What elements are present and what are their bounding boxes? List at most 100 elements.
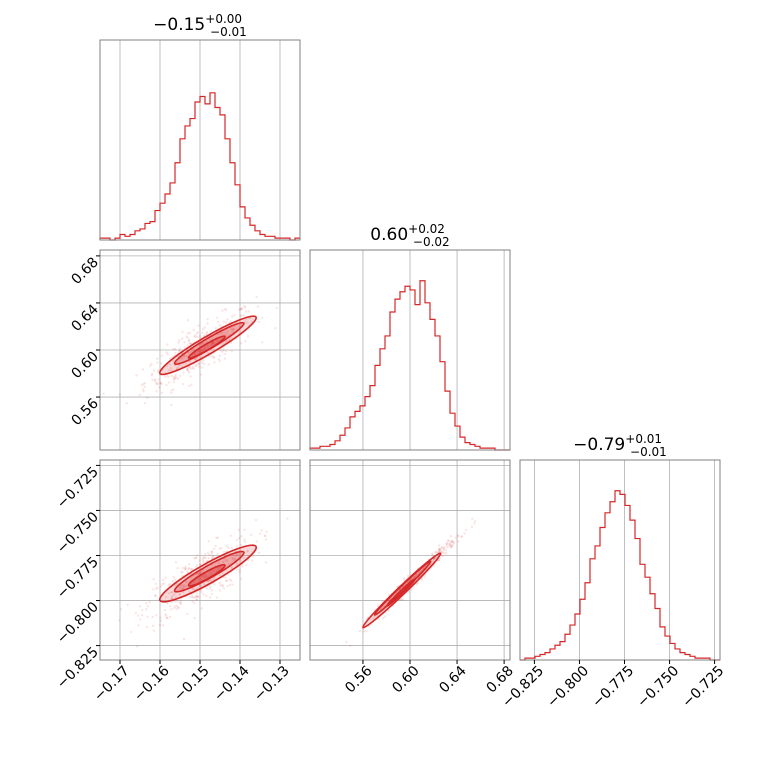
sample-point [242, 313, 245, 317]
sample-point [345, 640, 348, 644]
panel-frame [309, 249, 511, 451]
sample-point [257, 320, 260, 324]
title-minus: −0.01 [630, 445, 667, 459]
sample-point [212, 569, 215, 572]
sample-point [210, 592, 213, 596]
sample-point [204, 556, 207, 560]
sample-point [261, 341, 264, 344]
sample-point [214, 544, 217, 548]
sample-point [207, 540, 210, 543]
sample-point [245, 564, 248, 567]
sample-point [207, 579, 210, 583]
sample-point [148, 601, 151, 604]
sample-point [174, 375, 177, 378]
sample-point [175, 604, 178, 607]
sample-point [221, 584, 224, 587]
sample-point [193, 335, 197, 338]
sample-point [136, 645, 139, 648]
sample-point [218, 581, 221, 584]
sample-point [198, 577, 202, 580]
sample-point [170, 403, 173, 407]
x-tick-label: −0.16 [131, 663, 173, 705]
sample-point [208, 553, 211, 557]
sample-point [264, 534, 267, 538]
sample-point [197, 324, 200, 327]
sample-point [184, 567, 187, 570]
sample-point [473, 522, 476, 525]
sample-point [412, 586, 415, 589]
x-tick-label: −0.14 [211, 663, 253, 705]
sample-point [186, 570, 189, 573]
sample-point [153, 379, 157, 382]
sample-point [449, 540, 453, 544]
sample-point [180, 357, 184, 360]
sample-point [217, 561, 220, 565]
sample-point [229, 534, 233, 537]
sample-point [218, 574, 222, 577]
sample-point [181, 570, 184, 574]
sample-point [438, 548, 441, 551]
y-tick-label: 0.56 [69, 396, 102, 429]
sample-point [182, 591, 185, 594]
sample-point [189, 342, 192, 345]
contour-inner [385, 577, 417, 608]
sample-point [202, 593, 205, 596]
sample-point [199, 584, 202, 588]
sample-point [158, 623, 162, 627]
sample-point [242, 556, 245, 559]
histogram-panel: −0.79+0.01 −0.01 [519, 432, 721, 661]
sample-point [193, 616, 196, 620]
sample-point [165, 364, 169, 368]
sample-point [196, 362, 199, 366]
sample-point [221, 350, 224, 353]
sample-point [415, 583, 418, 586]
sample-point [182, 637, 186, 641]
sample-point [174, 600, 177, 603]
sample-point [201, 558, 204, 561]
sample-point [218, 360, 221, 363]
sample-point [197, 595, 200, 599]
sample-point [237, 528, 241, 532]
sample-point [187, 567, 190, 571]
sample-point [170, 389, 173, 392]
sample-point [156, 361, 159, 364]
sample-point [210, 579, 213, 582]
sample-point [200, 571, 203, 574]
sample-point [471, 517, 474, 520]
sample-point [434, 550, 438, 554]
sample-point [239, 342, 243, 345]
sample-point [168, 357, 172, 360]
sample-point [155, 390, 158, 393]
sample-point [150, 372, 154, 376]
sample-point [185, 354, 188, 358]
x-tick-label: 0.56 [342, 663, 375, 696]
sample-point [463, 532, 466, 535]
sample-point [243, 538, 246, 541]
sample-point [198, 349, 201, 352]
sample-point [200, 590, 203, 594]
sample-point [197, 571, 201, 575]
sample-point [186, 368, 189, 372]
sample-point [182, 355, 186, 358]
sample-point [233, 557, 236, 560]
histogram-step [520, 490, 720, 661]
sample-point [440, 546, 443, 550]
sample-point [225, 339, 228, 343]
sample-point [215, 316, 219, 320]
sample-point [210, 343, 213, 347]
sample-point [210, 550, 214, 553]
sample-point [246, 550, 249, 553]
sample-point [219, 348, 222, 352]
sample-point [154, 594, 157, 597]
sample-point [168, 363, 172, 366]
sample-point [188, 384, 191, 388]
sample-point [153, 594, 157, 598]
sample-point [224, 349, 228, 353]
sample-point [411, 576, 415, 580]
sample-point [174, 351, 177, 354]
sample-point [176, 582, 179, 585]
sample-point [432, 557, 436, 561]
sample-point [192, 596, 195, 599]
sample-point [172, 377, 176, 381]
contour-inner [187, 563, 226, 587]
